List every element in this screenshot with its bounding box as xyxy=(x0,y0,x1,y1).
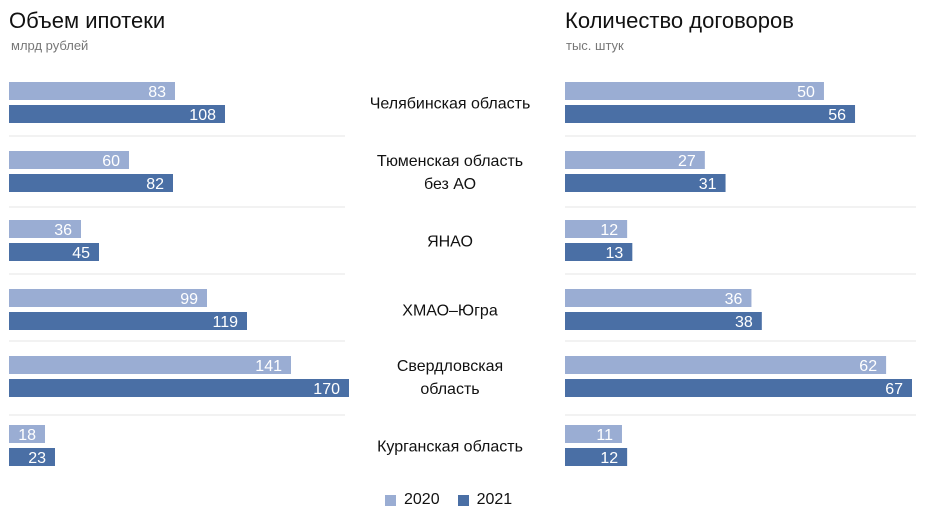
bar-value-label: 60 xyxy=(102,153,120,170)
bar-value-label: 141 xyxy=(255,358,282,375)
bar-2021 xyxy=(565,379,912,397)
bar-2020 xyxy=(9,289,207,307)
category-label: без АО xyxy=(424,176,476,193)
bar-value-label: 36 xyxy=(54,222,72,239)
bar-2021 xyxy=(9,174,173,192)
legend-label-2021: 2021 xyxy=(476,491,513,508)
category-label: Челябинская область xyxy=(370,96,531,113)
bar-2020 xyxy=(565,82,824,100)
bar-value-label: 82 xyxy=(146,176,164,193)
category-label: Тюменская область xyxy=(377,153,523,170)
category-label: Курганская область xyxy=(377,439,523,456)
bar-2020 xyxy=(9,82,175,100)
bar-2020 xyxy=(565,220,628,238)
left-chart-title: Объем ипотеки xyxy=(9,8,166,33)
bar-2020 xyxy=(9,220,81,238)
legend-item-2020: 2020 xyxy=(385,491,440,509)
bar-value-label: 11 xyxy=(596,427,613,444)
bar-value-label: 12 xyxy=(600,450,618,467)
bar-value-label: 67 xyxy=(885,381,903,398)
category-label: область xyxy=(420,381,479,398)
bar-value-label: 13 xyxy=(606,245,624,262)
category-label: ЯНАО xyxy=(427,234,473,251)
bar-2021 xyxy=(565,312,762,330)
bar-2021 xyxy=(565,448,628,466)
right-chart-title: Количество договоров xyxy=(565,8,794,33)
bar-value-label: 27 xyxy=(678,153,696,170)
bar-2021 xyxy=(9,312,247,330)
left-chart-subtitle: млрд рублей xyxy=(11,38,89,53)
bar-2021 xyxy=(9,105,225,123)
bar-value-label: 36 xyxy=(725,291,743,308)
bar-2021 xyxy=(9,448,55,466)
legend: 2020 2021 xyxy=(385,491,530,509)
bar-value-label: 38 xyxy=(735,314,753,331)
bar-value-label: 18 xyxy=(18,427,36,444)
legend-swatch-2021 xyxy=(457,494,469,506)
bar-2021 xyxy=(565,105,856,123)
bar-value-label: 99 xyxy=(180,291,198,308)
category-label: ХМАО–Югра xyxy=(402,303,498,320)
bar-value-label: 119 xyxy=(212,314,238,331)
category-label: Свердловская xyxy=(397,358,503,375)
bar-value-label: 23 xyxy=(28,450,46,467)
bar-2020 xyxy=(9,151,129,169)
bar-2021 xyxy=(565,174,726,192)
bar-value-label: 50 xyxy=(797,84,815,101)
bar-2021 xyxy=(565,243,633,261)
bar-value-label: 31 xyxy=(699,176,717,193)
bar-2020 xyxy=(9,425,45,443)
legend-swatch-2020 xyxy=(385,494,396,506)
legend-item-2021: 2021 xyxy=(457,491,513,509)
bar-2020 xyxy=(9,356,291,374)
bar-2021 xyxy=(9,243,99,261)
bar-value-label: 62 xyxy=(859,358,877,375)
bar-2020 xyxy=(565,151,705,169)
bar-value-label: 56 xyxy=(828,107,846,124)
legend-label-2020: 2020 xyxy=(404,491,440,508)
bar-value-label: 108 xyxy=(189,107,216,124)
bar-2020 xyxy=(565,425,622,443)
bar-value-label: 170 xyxy=(313,381,340,398)
bar-value-label: 83 xyxy=(148,84,166,101)
bar-value-label: 12 xyxy=(600,222,618,239)
bar-2020 xyxy=(565,356,887,374)
bar-value-label: 45 xyxy=(72,245,90,262)
bar-2020 xyxy=(565,289,752,307)
bar-2021 xyxy=(9,379,349,397)
right-chart-subtitle: тыс. штук xyxy=(566,38,624,53)
